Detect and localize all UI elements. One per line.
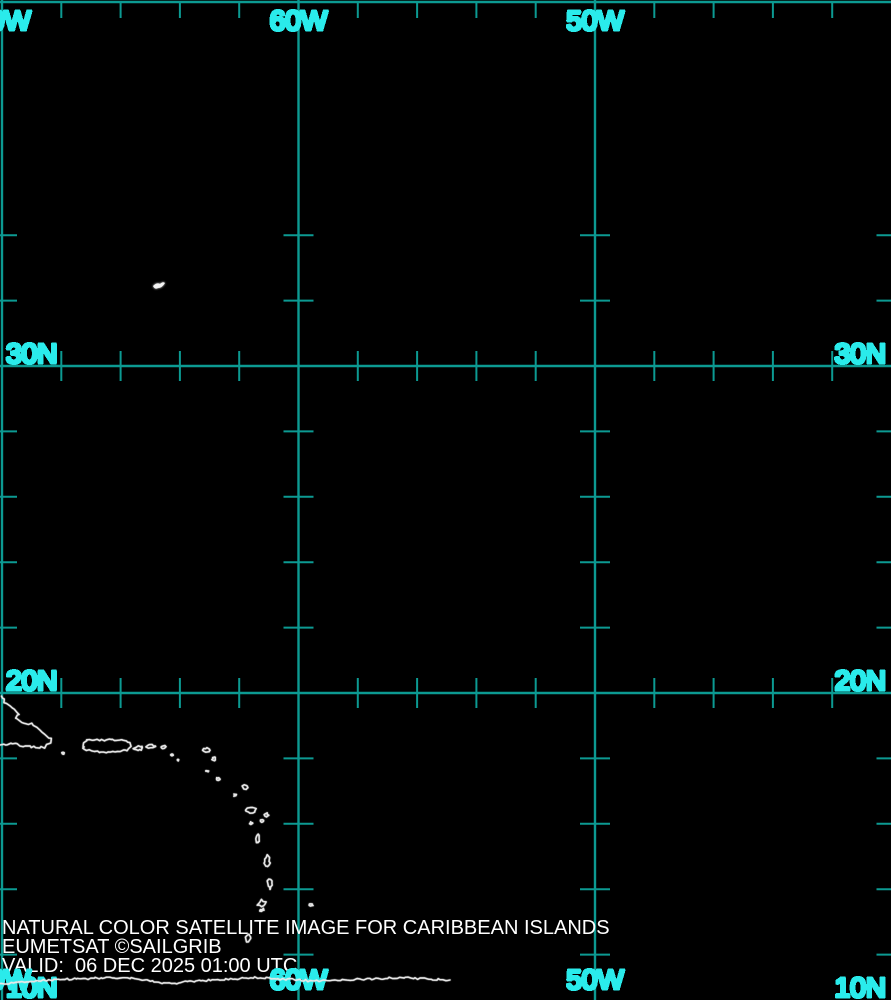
svg-text:30N: 30N	[6, 338, 57, 369]
svg-text:60W: 60W	[270, 5, 328, 36]
svg-text:10N: 10N	[835, 972, 886, 1000]
svg-text:30N: 30N	[835, 338, 886, 369]
svg-text:50W: 50W	[566, 964, 624, 995]
svg-text:70W: 70W	[0, 964, 31, 995]
svg-text:50W: 50W	[566, 5, 624, 36]
svg-text:20N: 20N	[6, 665, 57, 696]
svg-text:70W: 70W	[0, 5, 31, 36]
svg-text:20N: 20N	[835, 665, 886, 696]
